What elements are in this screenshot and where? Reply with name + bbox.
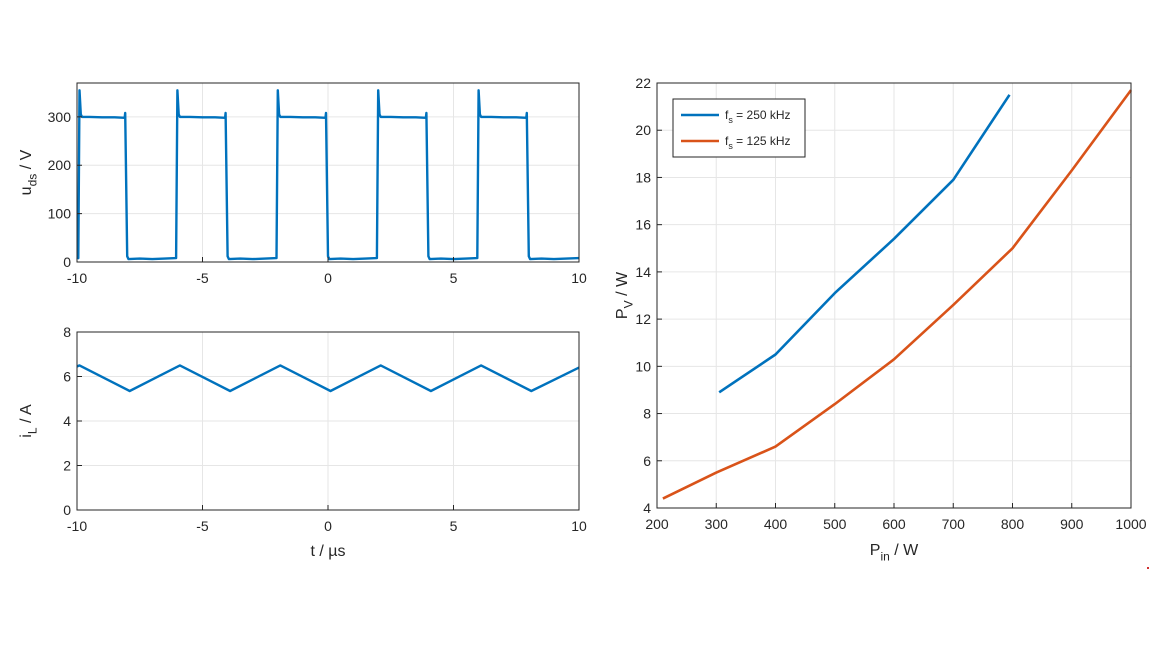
legend-label-1: fs = 125 kHz <box>725 134 791 151</box>
x-axis-label: t / µs <box>311 543 346 560</box>
series-line-0 <box>76 89 580 261</box>
y-tick-label: 22 <box>635 75 651 91</box>
x-tick-label: 0 <box>324 518 332 534</box>
x-tick-label: -10 <box>67 270 87 286</box>
y-tick-label: 4 <box>63 413 71 429</box>
y-tick-label: 200 <box>48 157 72 173</box>
series-line-0 <box>718 94 1011 394</box>
y-tick-label: 10 <box>635 358 651 374</box>
y-tick-label: 2 <box>63 458 71 474</box>
y-tick-label: 16 <box>635 217 651 233</box>
x-tick-label: 300 <box>705 516 729 532</box>
x-tick-label: -5 <box>196 518 209 534</box>
x-tick-label: 5 <box>450 270 458 286</box>
legend-label-0: fs = 250 kHz <box>725 108 791 125</box>
x-tick-label: 5 <box>450 518 458 534</box>
y-tick-label: 18 <box>635 169 651 185</box>
legend: fs = 250 kHz fs = 125 kHz <box>672 98 806 158</box>
x-tick-label: 600 <box>882 516 906 532</box>
y-tick-label: 8 <box>63 324 71 340</box>
x-tick-label: 1000 <box>1115 516 1146 532</box>
x-tick-label: 700 <box>942 516 966 532</box>
x-tick-label: -10 <box>67 518 87 534</box>
series-line-1 <box>662 89 1133 500</box>
loss-plot: 200 300 400 500 600 700 800 900 1000 4 6 8 10 12 14 16 1… <box>614 75 1147 564</box>
y-tick-label: 100 <box>48 206 72 222</box>
x-tick-label: 800 <box>1001 516 1025 532</box>
x-tick-label: 10 <box>571 518 587 534</box>
x-axis-label: Pin / W <box>870 542 919 564</box>
y-tick-label: 4 <box>643 500 651 516</box>
x-tick-label: 0 <box>324 270 332 286</box>
x-tick-label: 900 <box>1060 516 1084 532</box>
x-tick-label: 400 <box>764 516 788 532</box>
y-tick-label: 6 <box>643 453 651 469</box>
y-tick-label: 8 <box>643 406 651 422</box>
y-tick-label: 300 <box>48 109 72 125</box>
y-tick-label: 14 <box>635 264 651 280</box>
x-tick-label: 500 <box>823 516 847 532</box>
y-tick-label: 6 <box>63 369 71 385</box>
x-tick-label: -5 <box>196 270 209 286</box>
y-axis-label: PV / W <box>614 271 636 319</box>
y-tick-label: 0 <box>63 502 71 518</box>
corner-mark <box>1147 567 1149 569</box>
current-plot: -10 -5 0 5 10 0 2 4 6 8 t / µs iL / A <box>18 324 587 560</box>
legend-box <box>672 98 806 158</box>
series-line-0 <box>76 364 580 393</box>
y-axis-label: uds / V <box>18 149 40 195</box>
y-tick-label: 20 <box>635 122 651 138</box>
x-tick-label: 200 <box>645 516 669 532</box>
x-tick-label: 10 <box>571 270 587 286</box>
y-axis-label: iL / A <box>18 404 40 438</box>
y-tick-label: 12 <box>635 311 651 327</box>
y-tick-label: 0 <box>63 254 71 270</box>
